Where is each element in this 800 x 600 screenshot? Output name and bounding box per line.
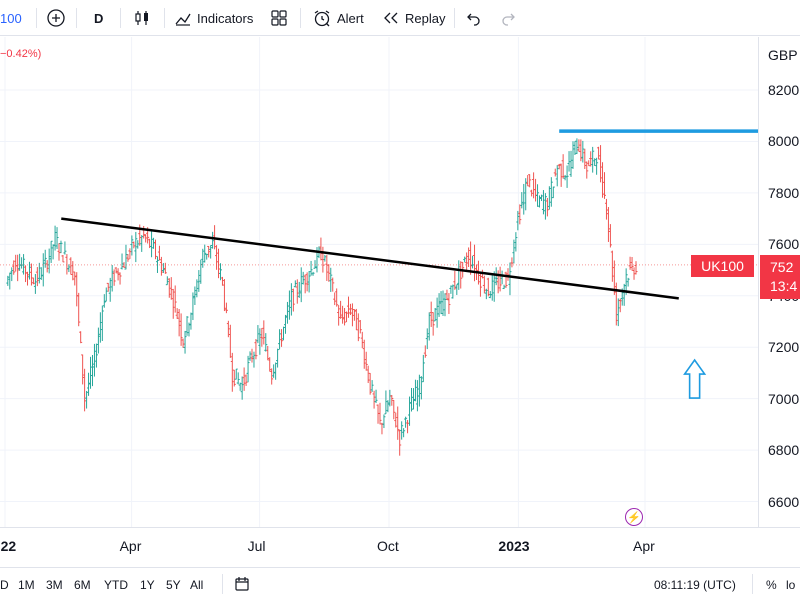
price-tick-label: 8200 xyxy=(768,82,800,98)
up-arrow-annotation xyxy=(683,358,707,399)
range-button-1m[interactable]: 1M xyxy=(18,578,35,592)
layouts-button[interactable] xyxy=(270,0,288,36)
undo-icon xyxy=(467,13,480,26)
price-tick-label: 7600 xyxy=(768,236,800,253)
symbol-price-badge: UK100 xyxy=(691,255,754,277)
range-button-6m[interactable]: 6M xyxy=(74,578,91,592)
toolbar-divider xyxy=(164,8,165,28)
chart-type-button[interactable] xyxy=(132,0,152,36)
calendar-icon xyxy=(235,577,249,591)
symbol-label: 100 xyxy=(0,10,22,26)
grid-icon xyxy=(271,10,287,26)
toolbar-divider xyxy=(752,574,753,594)
compare-button[interactable] xyxy=(46,0,66,36)
candles-icon xyxy=(135,11,148,25)
badge-price: 752 xyxy=(770,259,794,275)
price-chart[interactable] xyxy=(0,37,760,527)
range-button-5y[interactable]: 5Y xyxy=(166,578,181,592)
utc-clock[interactable]: 08:11:19 (UTC) xyxy=(654,578,736,592)
log-toggle[interactable]: lo xyxy=(786,578,796,592)
range-button-1y[interactable]: 1Y xyxy=(140,578,155,592)
time-tick-label: Apr xyxy=(633,538,655,554)
range-button-3m[interactable]: 3M xyxy=(46,578,63,592)
indicators-label: Indicators xyxy=(197,10,254,26)
price-axis[interactable]: GBP 660068007000720074007600780080008200 xyxy=(758,37,800,527)
time-axis[interactable]: 2022 Apr Jul Oct 2023 Apr xyxy=(0,527,800,567)
top-toolbar: 100 D Indicators Alert Replay xyxy=(0,0,800,36)
replay-button[interactable]: Replay xyxy=(382,0,445,36)
redo-button[interactable] xyxy=(500,0,516,36)
legend-change: −0.42%) xyxy=(0,48,42,60)
toolbar-divider xyxy=(454,8,455,28)
toolbar-divider xyxy=(300,8,301,28)
badge-countdown: 13:4 xyxy=(770,278,798,294)
toolbar-divider xyxy=(222,574,223,594)
bottom-toolbar: D 1M 3M 6M YTD 1Y 5Y All 08:11:19 (UTC) % lo xyxy=(0,567,800,600)
time-tick-label: 2023 xyxy=(498,538,530,554)
interval-button[interactable]: D xyxy=(94,0,103,36)
symbol-search[interactable]: 100 xyxy=(0,0,22,36)
price-tick-label: 6600 xyxy=(768,493,800,510)
chart-pane[interactable] xyxy=(0,37,760,527)
indicators-button[interactable]: Indicators xyxy=(174,0,253,36)
rewind-icon xyxy=(384,12,398,24)
range-button-d[interactable]: D xyxy=(0,578,9,592)
badge-symbol: UK100 xyxy=(701,258,744,274)
replay-label: Replay xyxy=(405,10,446,26)
plus-circle-icon xyxy=(47,9,65,27)
interval-label: D xyxy=(94,10,104,26)
price-tick-label: 7200 xyxy=(768,339,800,356)
time-tick-label: Jul xyxy=(247,538,266,554)
goto-date-button[interactable] xyxy=(234,576,250,595)
indicators-icon xyxy=(175,13,191,26)
toolbar-divider xyxy=(76,8,77,28)
toolbar-divider xyxy=(36,8,37,28)
toolbar-divider xyxy=(120,8,121,28)
range-button-all[interactable]: All xyxy=(190,578,204,592)
alert-button[interactable]: Alert xyxy=(312,0,364,36)
alarm-clock-icon xyxy=(314,10,330,27)
percent-toggle[interactable]: % xyxy=(766,578,777,592)
time-tick-label: Apr xyxy=(119,538,142,554)
range-button-ytd[interactable]: YTD xyxy=(104,578,128,592)
price-tick-label: 7800 xyxy=(768,184,800,201)
currency-label: GBP xyxy=(768,47,798,63)
price-tick-label: 6800 xyxy=(768,442,800,459)
time-tick-label: 2022 xyxy=(0,538,17,554)
alert-label: Alert xyxy=(337,10,364,26)
undo-button[interactable] xyxy=(466,0,482,36)
price-tick-label: 8000 xyxy=(768,133,800,150)
lightning-icon[interactable]: ⚡ xyxy=(625,508,643,526)
time-tick-label: Oct xyxy=(377,538,399,554)
price-tick-label: 7000 xyxy=(768,390,800,407)
trend-line xyxy=(61,217,679,300)
redo-icon xyxy=(502,13,515,26)
last-price-badge: 752 13:4 xyxy=(760,255,800,299)
